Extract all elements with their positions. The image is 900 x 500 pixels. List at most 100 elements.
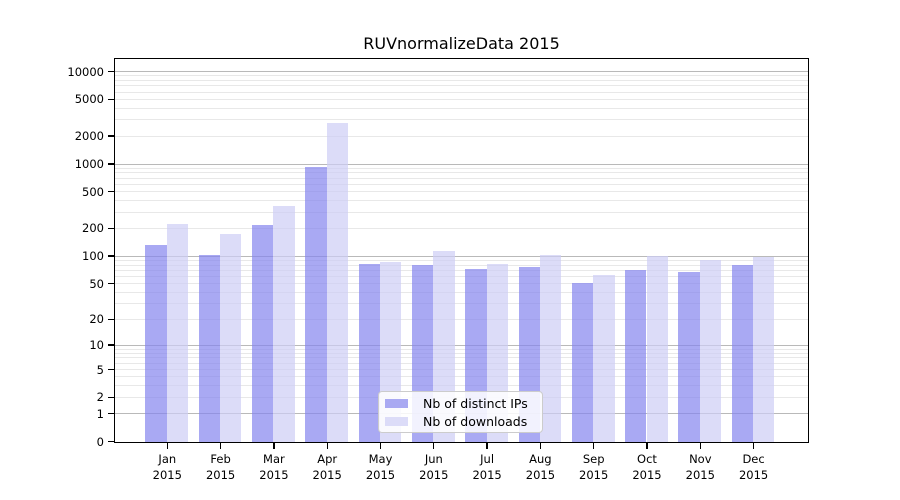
gridline-minor bbox=[115, 91, 808, 93]
bar-distinct-ips-sep bbox=[571, 283, 594, 442]
bar-distinct-ips-dec bbox=[731, 265, 754, 442]
y-tick-label: 5000 bbox=[74, 92, 104, 107]
legend-swatch-downloads bbox=[385, 416, 408, 426]
x-tick-mark bbox=[752, 443, 755, 449]
bar-distinct-ips-oct bbox=[625, 270, 647, 442]
gridline-minor bbox=[115, 228, 808, 229]
y-tick-mark bbox=[108, 344, 114, 346]
legend-label-distinct-ips: Nb of distinct IPs bbox=[423, 395, 528, 411]
x-tick-year: 2015 bbox=[259, 467, 289, 482]
bar-distinct-ips-feb bbox=[198, 254, 221, 442]
gridline-minor bbox=[115, 291, 808, 293]
y-tick-mark bbox=[108, 318, 114, 320]
gridline-major bbox=[115, 163, 808, 165]
x-tick-month: Jul bbox=[480, 452, 495, 466]
x-tick-year: 2015 bbox=[472, 467, 502, 482]
y-tick-label: 1 bbox=[96, 406, 104, 421]
y-tick-label: 5 bbox=[96, 362, 104, 377]
y-tick-label: 2 bbox=[96, 390, 104, 405]
x-tick-month: Apr bbox=[317, 452, 338, 466]
gridline-minor bbox=[115, 362, 808, 364]
legend-item-downloads: Nb of downloads bbox=[385, 414, 536, 429]
y-tick-label: 0 bbox=[96, 434, 104, 449]
x-tick-mark bbox=[646, 443, 648, 449]
gridline-minor bbox=[115, 75, 808, 77]
x-tick-mark bbox=[593, 443, 595, 449]
gridline-minor bbox=[115, 98, 808, 100]
y-tick-mark bbox=[108, 98, 114, 101]
x-tick-month: Dec bbox=[742, 452, 765, 466]
x-tick-mark bbox=[433, 443, 435, 449]
y-tick-mark bbox=[108, 135, 114, 137]
gridline-major bbox=[115, 71, 808, 73]
gridline-minor bbox=[115, 200, 808, 202]
x-tick-label: Oct 2015 bbox=[616, 452, 678, 483]
y-tick-label: 100 bbox=[82, 249, 104, 264]
bar-downloads-dec bbox=[753, 256, 775, 442]
gridline-minor bbox=[115, 191, 808, 193]
x-tick-label: Nov 2015 bbox=[669, 452, 731, 483]
gridline-minor bbox=[115, 259, 808, 261]
y-tick-label: 200 bbox=[82, 221, 104, 236]
bar-distinct-ips-apr bbox=[305, 167, 327, 442]
legend-swatch-distinct-ips bbox=[385, 398, 408, 408]
y-tick-mark bbox=[108, 440, 114, 443]
gridline-minor bbox=[115, 85, 808, 87]
y-tick-label: 1000 bbox=[74, 157, 104, 171]
gridline-major bbox=[115, 344, 808, 346]
bar-downloads-apr bbox=[326, 123, 349, 442]
bar-downloads-feb bbox=[220, 233, 242, 442]
gridline-minor bbox=[115, 376, 808, 378]
y-tick-label: 500 bbox=[82, 184, 104, 199]
gridline-major bbox=[115, 255, 808, 257]
y-tick-mark bbox=[108, 255, 114, 257]
x-tick-label: Aug 2015 bbox=[509, 452, 571, 483]
x-tick-year: 2015 bbox=[419, 467, 449, 482]
gridline-minor bbox=[115, 184, 808, 185]
y-tick-mark bbox=[108, 412, 114, 415]
gridline-minor bbox=[115, 211, 808, 213]
x-tick-year: 2015 bbox=[365, 467, 396, 482]
legend: Nb of distinct IPs Nb of downloads bbox=[378, 391, 543, 433]
bar-distinct-ips-mar bbox=[252, 225, 274, 442]
gridline-minor bbox=[115, 119, 808, 121]
bar-downloads-aug bbox=[539, 255, 562, 442]
x-tick-mark bbox=[326, 443, 328, 449]
x-tick-month: Aug bbox=[529, 452, 552, 466]
x-tick-label: Feb 2015 bbox=[190, 452, 252, 483]
y-tick-mark bbox=[108, 396, 114, 399]
gridline-minor bbox=[115, 172, 808, 174]
x-tick-year: 2015 bbox=[205, 467, 236, 482]
gridline-minor bbox=[115, 135, 808, 137]
bar-downloads-oct bbox=[646, 255, 668, 442]
y-tick-label: 2000 bbox=[74, 129, 104, 144]
x-tick-label: Mar 2015 bbox=[243, 452, 305, 483]
x-tick-year: 2015 bbox=[685, 467, 715, 482]
x-tick-mark bbox=[486, 443, 488, 449]
bars-layer bbox=[115, 59, 808, 442]
x-tick-month: Oct bbox=[637, 452, 657, 466]
gridline-minor bbox=[115, 107, 808, 109]
x-tick-month: Feb bbox=[210, 452, 231, 466]
x-tick-year: 2015 bbox=[738, 467, 769, 482]
y-tick-label: 20 bbox=[89, 312, 104, 327]
bar-distinct-ips-may bbox=[358, 264, 380, 442]
x-tick-year: 2015 bbox=[152, 467, 182, 482]
x-tick-year: 2015 bbox=[525, 467, 556, 482]
y-tick-mark bbox=[108, 191, 114, 193]
x-tick-mark bbox=[273, 443, 275, 449]
x-tick-year: 2015 bbox=[579, 467, 609, 482]
gridline-minor bbox=[115, 303, 808, 305]
x-tick-mark bbox=[539, 443, 542, 449]
gridline-minor bbox=[115, 275, 808, 277]
x-tick-label: May 2015 bbox=[350, 452, 412, 483]
x-tick-mark bbox=[699, 443, 701, 449]
plot-area: Nb of distinct IPs Nb of downloads bbox=[114, 58, 809, 443]
x-tick-label: Jan 2015 bbox=[136, 452, 198, 483]
x-tick-month: Jan bbox=[158, 452, 177, 466]
gridline-minor bbox=[115, 283, 808, 285]
gridline-minor bbox=[115, 352, 808, 354]
x-tick-label: Jul 2015 bbox=[456, 452, 518, 483]
y-tick-label: 10000 bbox=[67, 64, 104, 79]
x-tick-month: Nov bbox=[689, 452, 712, 466]
